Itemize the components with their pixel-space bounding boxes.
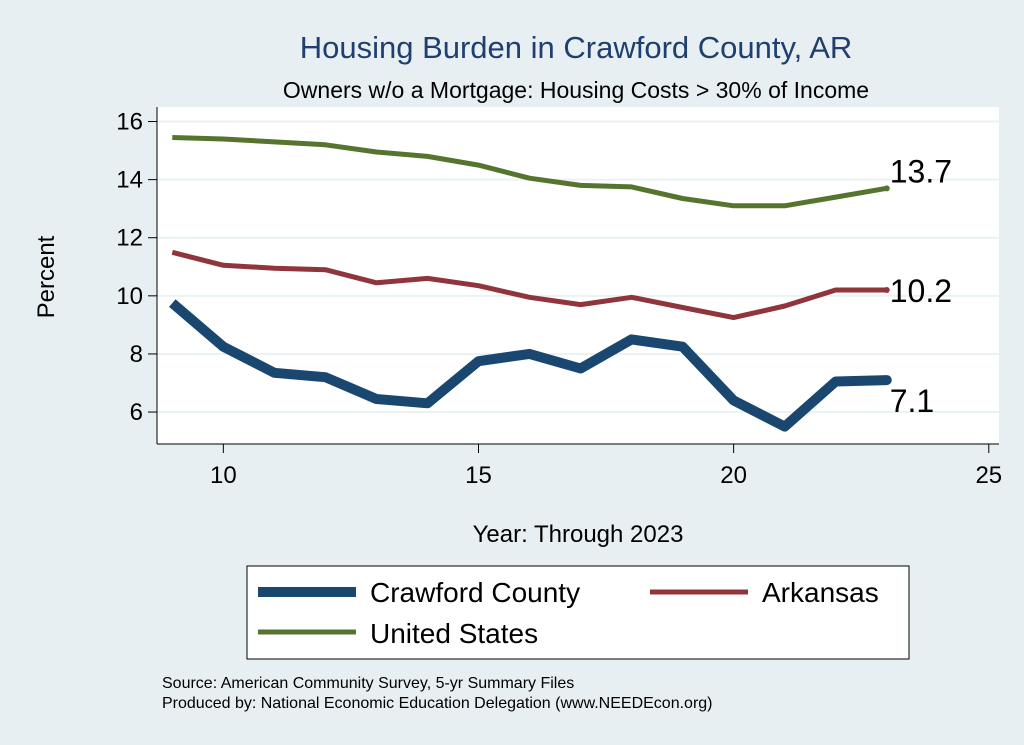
x-axis-title: Year: Through 2023 xyxy=(473,521,684,548)
series-end-point-0 xyxy=(881,375,892,386)
end-labels: 7.1 10.2 13.7 xyxy=(890,153,952,419)
chart-subtitle: Owners w/o a Mortgage: Housing Costs > 3… xyxy=(283,77,869,103)
legend-label-0: Crawford County xyxy=(370,577,580,608)
y-tick-label-14: 14 xyxy=(116,167,143,194)
legend-label-1: Arkansas xyxy=(762,577,879,608)
grid-lines xyxy=(157,120,999,414)
source-line-1: Source: American Community Survey, 5-yr … xyxy=(162,675,574,692)
plot-area xyxy=(157,107,999,444)
y-axis-title: Percent xyxy=(33,235,60,318)
end-label-2: 13.7 xyxy=(890,153,952,189)
y-tick-label-8: 8 xyxy=(130,341,143,368)
legend-label-2: United States xyxy=(370,618,538,649)
x-tick-label-25: 25 xyxy=(975,462,1002,489)
end-label-1: 10.2 xyxy=(890,273,952,309)
series-line-0 xyxy=(169,299,887,432)
axes: 6 8 10 12 14 16 10 15 20 25 xyxy=(116,107,1002,489)
source-line-2: Produced by: National Economic Education… xyxy=(162,695,713,712)
y-tick-label-12: 12 xyxy=(116,225,143,252)
y-tick-label-10: 10 xyxy=(116,283,143,310)
legend-box xyxy=(246,565,910,660)
y-tick-label-6: 6 xyxy=(130,399,143,426)
series-line-2 xyxy=(172,135,888,209)
end-label-0: 7.1 xyxy=(890,383,934,419)
series-line-1 xyxy=(171,249,887,321)
series-end-point-1 xyxy=(883,287,890,294)
x-tick-label-15: 15 xyxy=(465,462,492,489)
y-tick-label-16: 16 xyxy=(116,109,143,136)
series-end-point-2 xyxy=(883,185,890,192)
x-tick-label-10: 10 xyxy=(210,462,237,489)
legend: Crawford County Arkansas United States xyxy=(258,577,879,649)
chart-title: Housing Burden in Crawford County, AR xyxy=(300,30,853,65)
series-lines xyxy=(169,135,892,432)
x-tick-label-20: 20 xyxy=(720,462,747,489)
